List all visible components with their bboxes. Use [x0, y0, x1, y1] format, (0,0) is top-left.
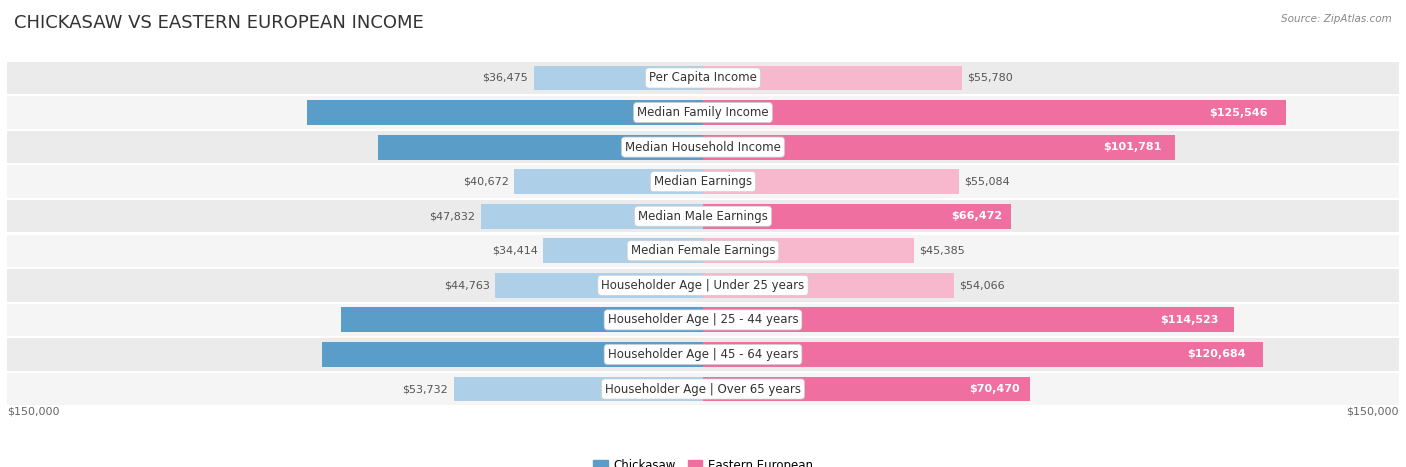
Text: $125,546: $125,546	[1209, 107, 1268, 118]
Bar	[7, 200, 1399, 233]
Text: Householder Age | Over 65 years: Householder Age | Over 65 years	[605, 382, 801, 396]
Text: Median Earnings: Median Earnings	[654, 175, 752, 188]
Bar	[703, 169, 959, 194]
Bar	[378, 134, 703, 160]
Text: $85,356: $85,356	[633, 107, 683, 118]
Bar	[7, 304, 1399, 336]
Text: $47,832: $47,832	[429, 211, 475, 221]
Bar	[7, 338, 1399, 371]
Bar	[703, 134, 1175, 160]
Text: $70,005: $70,005	[637, 142, 686, 152]
Bar	[703, 307, 1234, 333]
Bar	[7, 165, 1399, 198]
Bar	[703, 273, 953, 298]
Text: Median Household Income: Median Household Income	[626, 141, 780, 154]
Text: $66,472: $66,472	[950, 211, 1002, 221]
Bar	[7, 96, 1399, 129]
Text: $34,414: $34,414	[492, 246, 537, 256]
Text: Householder Age | Under 25 years: Householder Age | Under 25 years	[602, 279, 804, 292]
Bar	[481, 204, 703, 229]
Text: Per Capita Income: Per Capita Income	[650, 71, 756, 85]
Bar	[342, 307, 703, 333]
Text: CHICKASAW VS EASTERN EUROPEAN INCOME: CHICKASAW VS EASTERN EUROPEAN INCOME	[14, 14, 423, 32]
Bar	[7, 373, 1399, 405]
Bar	[307, 100, 703, 125]
Text: $40,672: $40,672	[463, 177, 509, 187]
Text: $120,684: $120,684	[1188, 349, 1246, 360]
Bar	[703, 376, 1031, 402]
Bar	[7, 62, 1399, 94]
Text: $36,475: $36,475	[482, 73, 529, 83]
Bar	[703, 65, 962, 91]
Text: $150,000: $150,000	[1347, 406, 1399, 416]
Bar	[703, 342, 1263, 367]
Bar	[515, 169, 703, 194]
Text: $101,781: $101,781	[1102, 142, 1161, 152]
Bar	[7, 234, 1399, 267]
Bar	[495, 273, 703, 298]
Text: $82,193: $82,193	[633, 349, 683, 360]
Text: $55,780: $55,780	[967, 73, 1014, 83]
Text: Median Male Earnings: Median Male Earnings	[638, 210, 768, 223]
Bar	[703, 100, 1285, 125]
Text: $53,732: $53,732	[402, 384, 449, 394]
Text: Median Family Income: Median Family Income	[637, 106, 769, 119]
Text: $55,084: $55,084	[965, 177, 1010, 187]
Text: Source: ZipAtlas.com: Source: ZipAtlas.com	[1281, 14, 1392, 24]
Bar	[703, 204, 1011, 229]
Text: $44,763: $44,763	[444, 280, 489, 290]
Text: $54,066: $54,066	[959, 280, 1005, 290]
Text: $45,385: $45,385	[920, 246, 965, 256]
Text: $150,000: $150,000	[7, 406, 59, 416]
Legend: Chickasaw, Eastern European: Chickasaw, Eastern European	[589, 454, 817, 467]
Bar	[543, 238, 703, 263]
Text: $70,470: $70,470	[970, 384, 1021, 394]
Text: Householder Age | 25 - 44 years: Householder Age | 25 - 44 years	[607, 313, 799, 326]
Bar	[7, 269, 1399, 302]
Bar	[534, 65, 703, 91]
Text: $114,523: $114,523	[1160, 315, 1219, 325]
Bar	[454, 376, 703, 402]
Bar	[7, 131, 1399, 163]
Text: Householder Age | 45 - 64 years: Householder Age | 45 - 64 years	[607, 348, 799, 361]
Bar	[322, 342, 703, 367]
Text: $77,929: $77,929	[634, 315, 685, 325]
Bar	[703, 238, 914, 263]
Text: Median Female Earnings: Median Female Earnings	[631, 244, 775, 257]
